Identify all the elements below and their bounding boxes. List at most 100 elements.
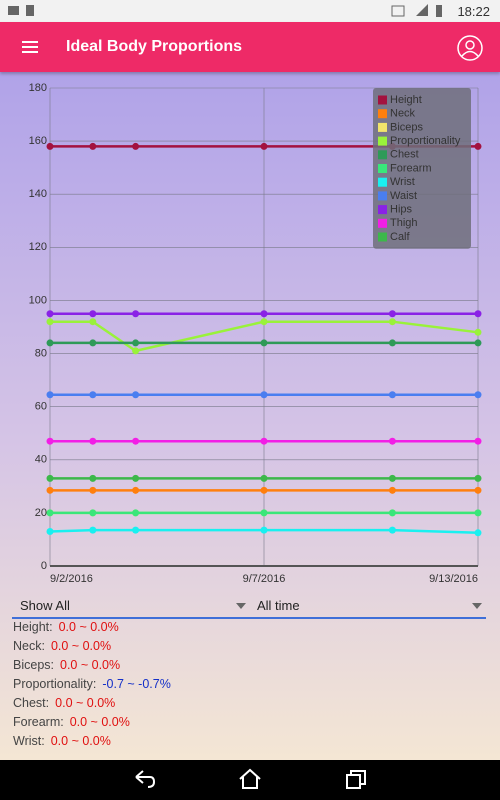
- series-line: [50, 320, 479, 353]
- clock: 18:22: [457, 4, 490, 19]
- x-tick-label: 9/2/2016: [50, 573, 93, 585]
- data-point: [46, 142, 54, 150]
- system-icons: [391, 4, 442, 17]
- data-point: [46, 527, 54, 535]
- data-point: [388, 318, 396, 326]
- series-line: [49, 528, 479, 535]
- data-point: [260, 437, 268, 445]
- legend-swatch: [378, 95, 387, 105]
- period-filter[interactable]: All time: [257, 598, 300, 613]
- summary-value: 0.0 ~ 0.0%: [50, 734, 111, 748]
- legend-swatch: [378, 122, 387, 132]
- legend-swatch: [378, 164, 387, 173]
- data-point: [474, 391, 482, 399]
- data-point: [474, 328, 482, 336]
- data-point: [46, 310, 54, 318]
- summary-label: Chest:: [13, 696, 50, 710]
- data-point: [388, 391, 396, 399]
- y-tick-label: 20: [35, 507, 47, 519]
- data-point: [89, 509, 97, 517]
- summary-row: Wrist: 0.0 ~ 0.0%: [13, 732, 171, 751]
- y-tick-label: 0: [41, 560, 47, 572]
- data-point: [474, 142, 482, 150]
- data-point: [388, 339, 396, 347]
- summary-value: 0.0 ~ 0.0%: [55, 696, 116, 710]
- profile-button[interactable]: [455, 33, 485, 63]
- y-tick-label: 100: [29, 294, 47, 306]
- legend-label: Waist: [390, 190, 417, 202]
- data-point: [474, 474, 482, 482]
- status-bar: 18:22: [0, 0, 500, 22]
- recents-button[interactable]: [346, 770, 366, 789]
- data-point: [46, 339, 54, 347]
- back-button[interactable]: [135, 770, 156, 788]
- legend-swatch: [378, 150, 387, 160]
- summary-value: 0.0 ~ 0.0%: [60, 658, 121, 672]
- summary-label: Biceps:: [13, 658, 54, 672]
- filters: Show All All time: [12, 596, 486, 619]
- data-point: [388, 526, 396, 534]
- summary-row: Neck: 0.0 ~ 0.0%: [13, 637, 171, 656]
- chart: 0 20 40 60 80 100 120 140 160 180 9/2/2016 9/7/2016…: [29, 82, 482, 585]
- legend-label: Wrist: [390, 176, 415, 188]
- x-tick-label: 9/13/2016: [429, 573, 478, 585]
- data-point: [46, 437, 54, 445]
- navigation-bar: [0, 760, 500, 800]
- summary-label: Neck:: [13, 639, 45, 653]
- legend-label: Thigh: [390, 217, 418, 229]
- legend-label: Neck: [390, 108, 416, 120]
- legend-label: Calf: [390, 231, 411, 243]
- summary-row: Proportionality: -0.7 ~ -0.7%: [13, 675, 171, 694]
- y-tick-label: 60: [35, 401, 47, 413]
- home-button[interactable]: [239, 768, 261, 789]
- data-point: [46, 474, 54, 482]
- data-point: [46, 509, 54, 517]
- summary-row: Biceps: 0.0 ~ 0.0%: [13, 656, 171, 675]
- legend-swatch: [378, 136, 387, 146]
- data-point: [46, 486, 54, 494]
- data-point: [132, 437, 140, 445]
- summary-value: 0.0 ~ 0.0%: [50, 639, 112, 653]
- data-point: [132, 486, 140, 494]
- data-point: [474, 310, 482, 318]
- series-filter[interactable]: Show All: [20, 598, 70, 613]
- legend-swatch: [378, 109, 387, 119]
- app-bar: Ideal Body Proportions: [0, 22, 500, 72]
- data-point: [89, 142, 97, 150]
- y-tick-label: 120: [29, 241, 47, 253]
- data-point: [89, 339, 97, 347]
- data-point: [89, 310, 97, 318]
- legend-swatch: [378, 218, 387, 228]
- data-point: [388, 437, 396, 445]
- data-point: [388, 509, 396, 517]
- data-point: [89, 486, 97, 494]
- summary-value: 0.0 ~ 0.0%: [58, 620, 119, 634]
- y-tick-label: 80: [35, 347, 47, 359]
- summary-label: Height:: [13, 620, 53, 634]
- data-point: [132, 142, 140, 150]
- summary-value: 0.0 ~ 0.0%: [69, 715, 130, 729]
- summary-list: Height: 0.0 ~ 0.0% Neck: 0.0 ~ 0.0% Biceps: 0…: [13, 618, 171, 751]
- dropdown-arrow: [472, 603, 482, 609]
- dropdown-arrow: [236, 603, 246, 609]
- nav-buttons: [135, 768, 366, 789]
- data-point: [260, 339, 268, 347]
- data-point: [89, 318, 97, 326]
- summary-row: Chest: 0.0 ~ 0.0%: [13, 694, 171, 713]
- y-tick-label: 40: [35, 454, 47, 466]
- data-point: [260, 310, 268, 318]
- legend-label: Proportionality: [390, 135, 461, 147]
- data-point: [89, 391, 97, 399]
- notification-icons: [8, 5, 34, 16]
- menu-button[interactable]: [22, 40, 42, 56]
- data-point: [474, 509, 482, 517]
- legend-swatch: [378, 191, 387, 201]
- summary-row: Height: 0.0 ~ 0.0%: [13, 618, 171, 637]
- data-point: [260, 486, 268, 494]
- legend-label: Forearm: [390, 162, 432, 174]
- y-tick-label: 180: [29, 82, 47, 94]
- data-point: [46, 391, 54, 399]
- summary-label: Forearm:: [13, 715, 64, 729]
- data-point: [388, 486, 396, 494]
